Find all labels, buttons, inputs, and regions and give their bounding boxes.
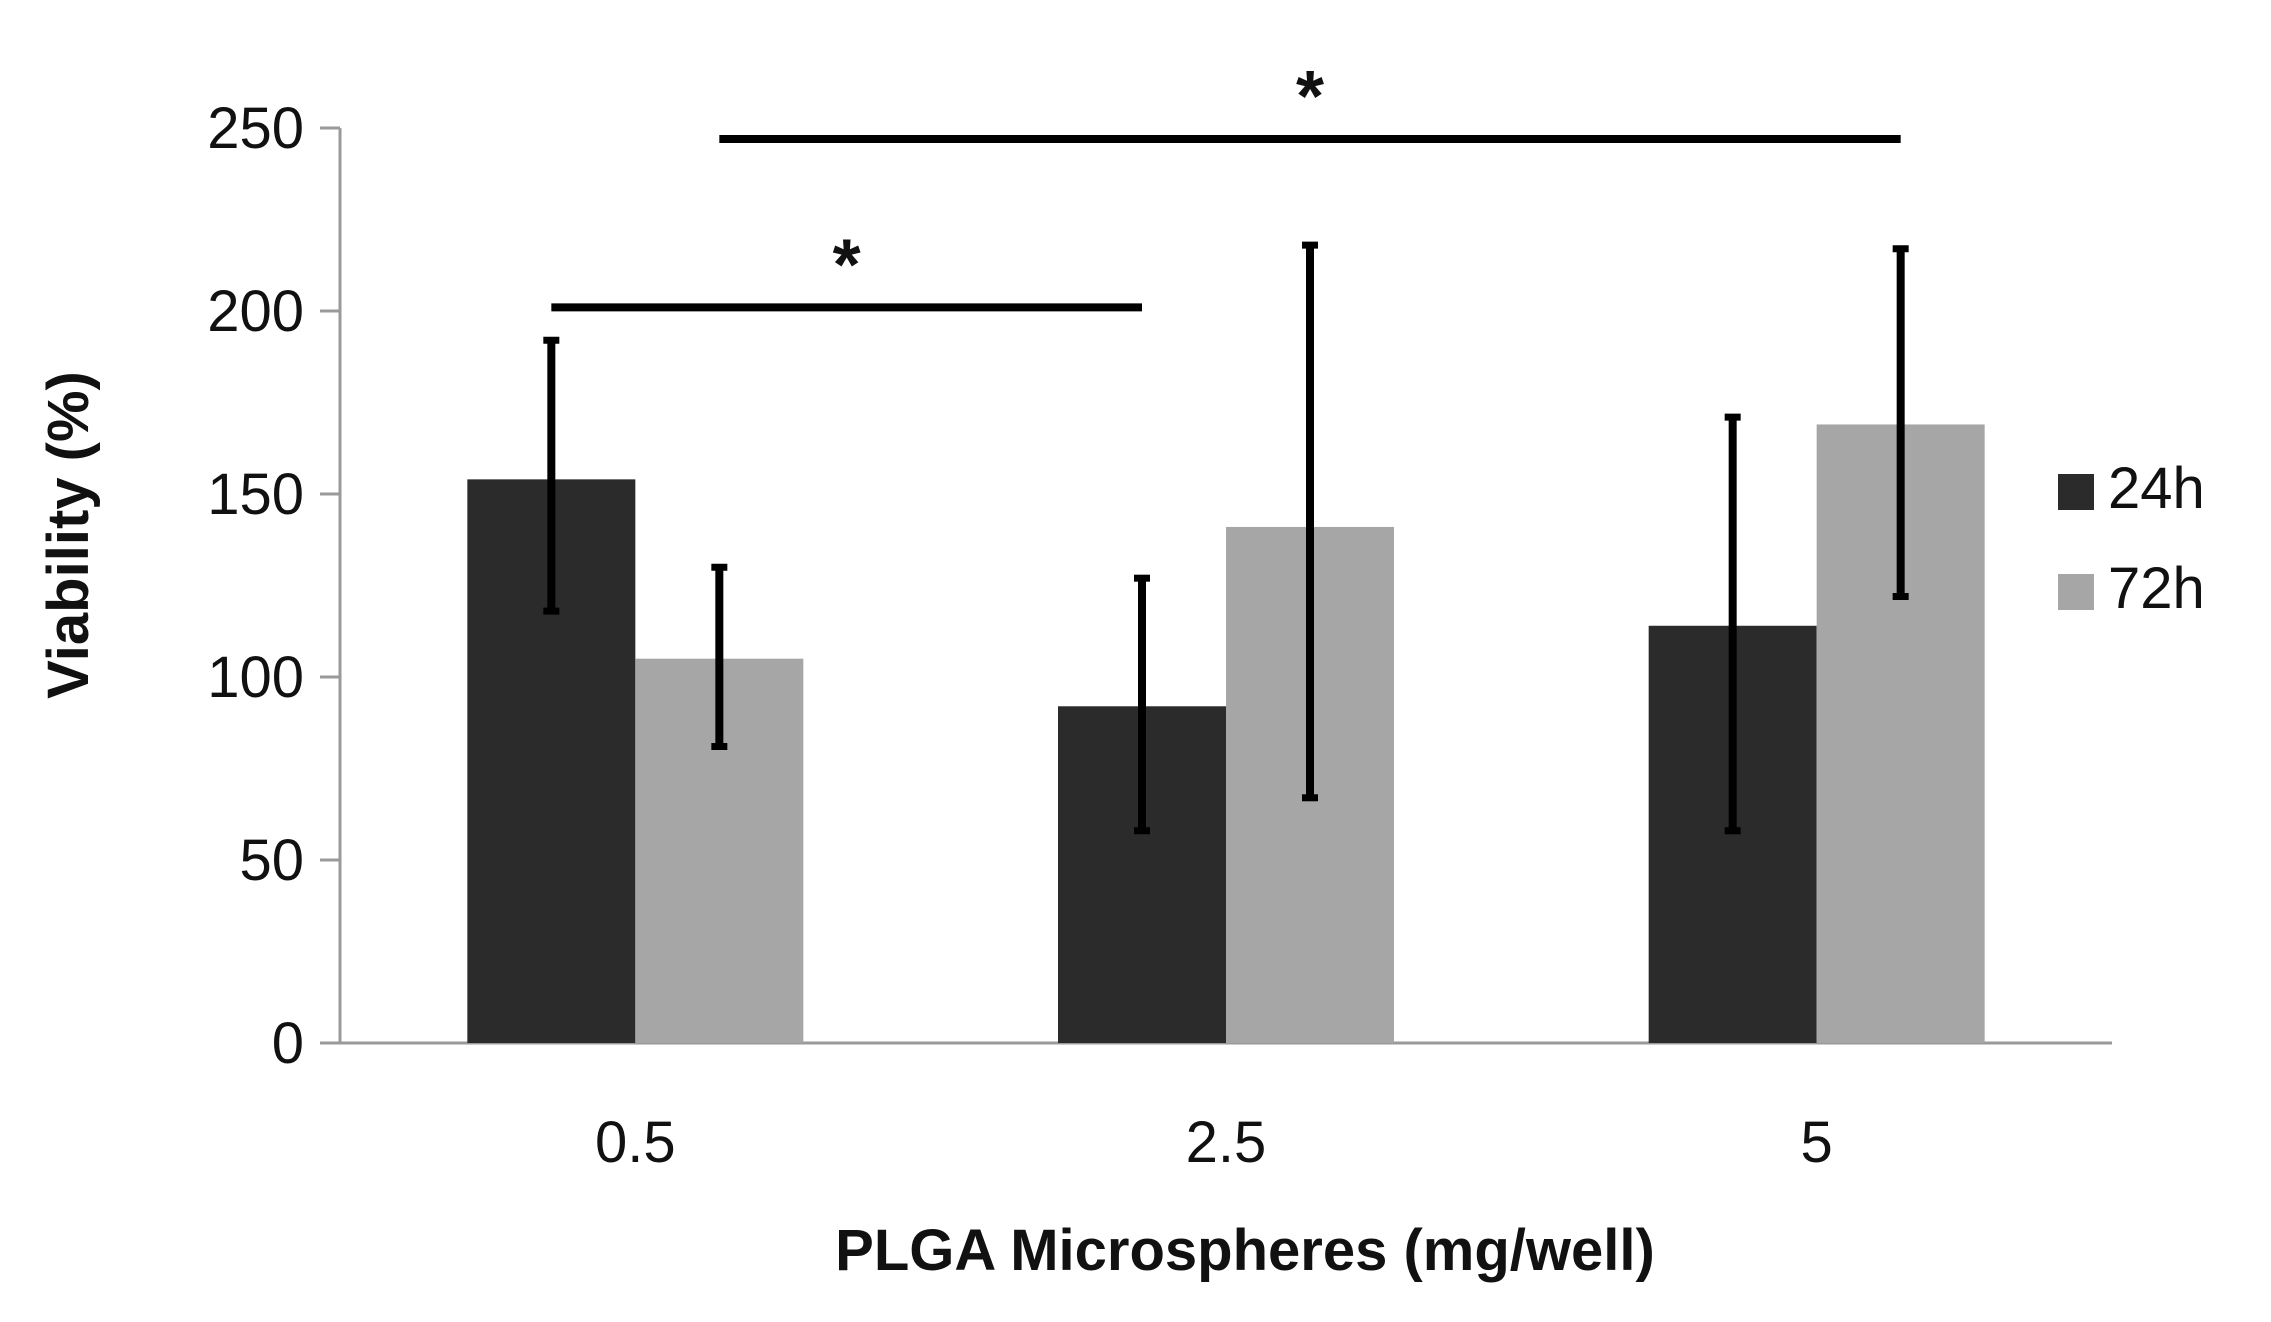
y-tick-label: 0 xyxy=(272,1011,304,1076)
legend-swatch-72h xyxy=(2058,574,2094,610)
x-tick-label: 5 xyxy=(1801,1110,1833,1175)
y-tick-label: 200 xyxy=(207,279,304,344)
y-tick-label: 150 xyxy=(207,462,304,527)
bar-series-group xyxy=(467,424,1985,1044)
x-tick-label: 0.5 xyxy=(595,1110,676,1175)
y-axis: 0 50 100 150 200 250 xyxy=(207,96,342,1076)
significance-star: * xyxy=(1296,57,1324,137)
legend-label-24h: 24h xyxy=(2108,456,2205,521)
significance-annotations: ** xyxy=(551,57,1901,312)
y-axis-title: Viability (%) xyxy=(36,371,101,699)
legend-label-72h: 72h xyxy=(2108,556,2205,621)
y-tick-label: 100 xyxy=(207,645,304,710)
y-tick-label: 250 xyxy=(207,96,304,161)
error-bars-group xyxy=(543,241,1909,835)
significance-star: * xyxy=(833,225,861,305)
x-axis: 0.5 2.5 5 xyxy=(320,1041,2112,1175)
x-axis-title: PLGA Microspheres (mg/well) xyxy=(835,1218,1655,1283)
x-tick-label: 2.5 xyxy=(1186,1110,1267,1175)
legend: 24h 72h xyxy=(2058,456,2205,621)
legend-swatch-24h xyxy=(2058,474,2094,510)
y-tick-label: 50 xyxy=(239,828,304,893)
